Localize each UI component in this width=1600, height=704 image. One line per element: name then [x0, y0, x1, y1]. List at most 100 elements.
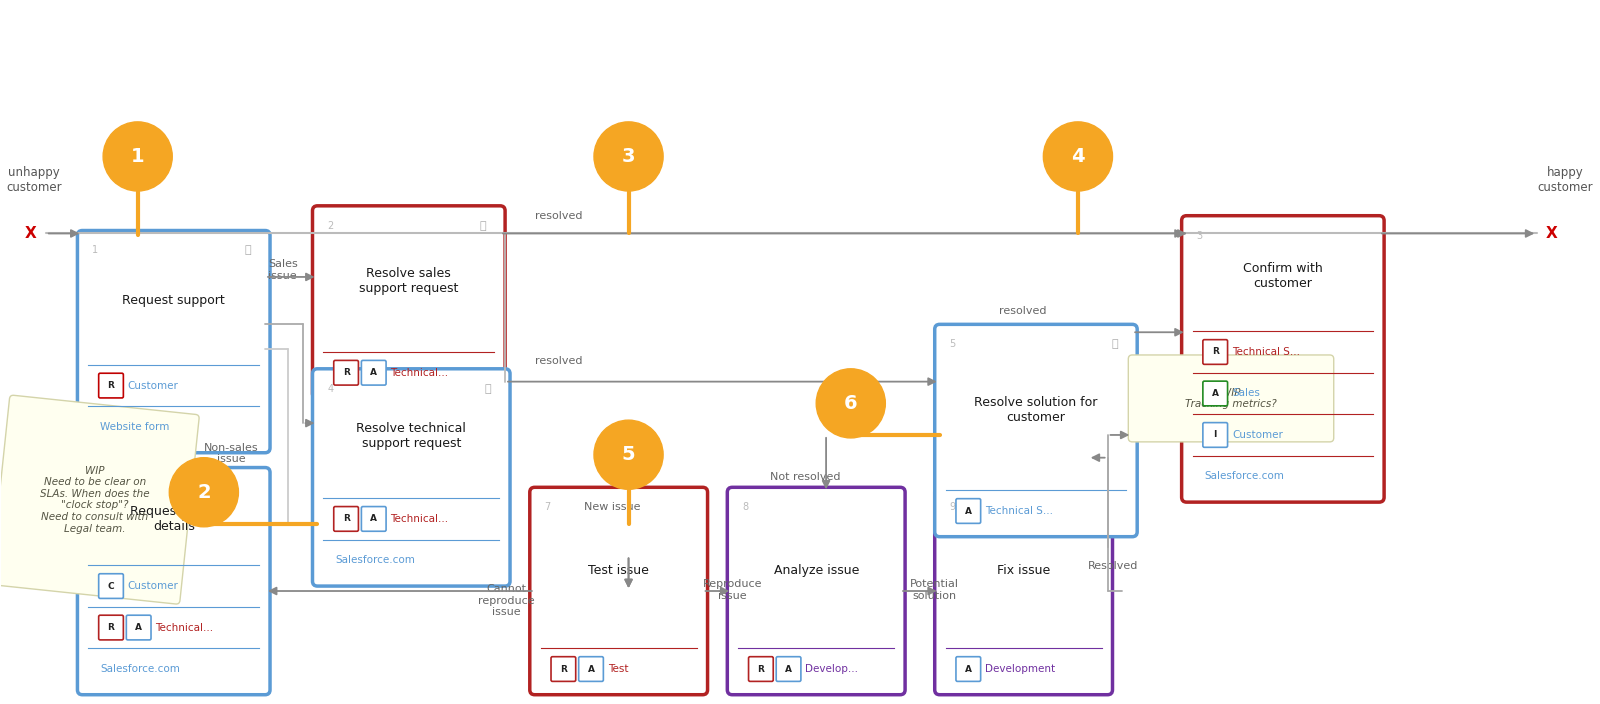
- Text: A: A: [370, 368, 378, 377]
- FancyBboxPatch shape: [1182, 215, 1384, 502]
- FancyBboxPatch shape: [728, 487, 906, 695]
- Text: C: C: [107, 582, 114, 591]
- Circle shape: [594, 420, 662, 489]
- Text: 🖇: 🖇: [485, 384, 491, 394]
- FancyBboxPatch shape: [749, 657, 773, 681]
- Text: Website form: Website form: [101, 422, 170, 432]
- Text: X: X: [1546, 226, 1558, 241]
- Text: A: A: [786, 665, 792, 674]
- Text: Confirm with
customer: Confirm with customer: [1243, 262, 1323, 290]
- FancyBboxPatch shape: [530, 487, 707, 695]
- FancyBboxPatch shape: [99, 574, 123, 598]
- Text: 1: 1: [93, 245, 98, 256]
- FancyBboxPatch shape: [955, 657, 981, 681]
- Text: Customer: Customer: [128, 581, 179, 591]
- Text: A: A: [134, 623, 142, 632]
- Text: Customer: Customer: [128, 381, 179, 391]
- FancyBboxPatch shape: [550, 657, 576, 681]
- Text: Technical S...: Technical S...: [986, 506, 1053, 516]
- FancyBboxPatch shape: [934, 325, 1138, 536]
- Text: I: I: [1213, 430, 1218, 439]
- Text: resolved: resolved: [534, 210, 582, 220]
- Text: Technical...: Technical...: [390, 367, 448, 378]
- Text: Request support: Request support: [122, 294, 226, 307]
- Text: Development: Development: [986, 664, 1056, 674]
- FancyBboxPatch shape: [955, 498, 981, 523]
- Text: 🖇: 🖇: [245, 245, 251, 256]
- Text: 🖇: 🖇: [478, 220, 486, 231]
- Text: 7: 7: [544, 502, 550, 512]
- FancyBboxPatch shape: [362, 360, 386, 385]
- FancyBboxPatch shape: [0, 395, 198, 604]
- Text: 🖇: 🖇: [1110, 339, 1118, 349]
- Text: A: A: [965, 665, 971, 674]
- FancyBboxPatch shape: [1203, 339, 1227, 365]
- Text: Resolved: Resolved: [1088, 561, 1138, 571]
- Text: Technical...: Technical...: [155, 622, 213, 633]
- Text: happy
customer: happy customer: [1538, 166, 1594, 194]
- Text: R: R: [342, 368, 349, 377]
- Text: Resolve technical
support request: Resolve technical support request: [357, 422, 466, 450]
- Text: Cannot
reproduce
issue: Cannot reproduce issue: [478, 584, 534, 617]
- Text: Technical S...: Technical S...: [1232, 347, 1301, 357]
- Text: R: R: [560, 665, 566, 674]
- Circle shape: [594, 122, 662, 191]
- Text: New issue: New issue: [584, 502, 640, 512]
- FancyBboxPatch shape: [579, 657, 603, 681]
- FancyBboxPatch shape: [334, 507, 358, 532]
- Text: Develop...: Develop...: [805, 664, 858, 674]
- Text: Non-sales
issue: Non-sales issue: [203, 443, 258, 465]
- Text: Test: Test: [608, 664, 629, 674]
- Circle shape: [1043, 122, 1112, 191]
- Text: 6: 6: [843, 394, 858, 413]
- Text: resolved: resolved: [998, 306, 1046, 316]
- Text: 2: 2: [328, 220, 333, 231]
- Text: Salesforce.com: Salesforce.com: [1205, 472, 1285, 482]
- Text: Resolve solution for
customer: Resolve solution for customer: [974, 396, 1098, 424]
- Text: 2: 2: [197, 483, 211, 502]
- FancyBboxPatch shape: [312, 369, 510, 586]
- Text: 4: 4: [328, 384, 333, 394]
- Text: Customer: Customer: [1232, 430, 1283, 440]
- Text: Not resolved: Not resolved: [770, 472, 842, 482]
- Text: A: A: [370, 515, 378, 523]
- Text: 3: 3: [622, 147, 635, 166]
- Text: Request more
details: Request more details: [130, 505, 218, 533]
- Text: 8: 8: [742, 502, 749, 512]
- Circle shape: [102, 122, 173, 191]
- FancyBboxPatch shape: [1203, 422, 1227, 447]
- Text: Sales
issue: Sales issue: [267, 259, 298, 281]
- FancyBboxPatch shape: [126, 615, 150, 640]
- Text: Analyze issue: Analyze issue: [773, 564, 859, 577]
- Text: WIP
Tracking metrics?: WIP Tracking metrics?: [1186, 388, 1277, 409]
- Text: A: A: [965, 506, 971, 515]
- Text: 5: 5: [949, 339, 955, 349]
- Text: Salesforce.com: Salesforce.com: [336, 555, 414, 565]
- Text: Sales: Sales: [1232, 389, 1259, 398]
- FancyBboxPatch shape: [934, 487, 1112, 695]
- Text: Technical...: Technical...: [390, 514, 448, 524]
- Text: Test issue: Test issue: [589, 564, 650, 577]
- FancyBboxPatch shape: [77, 230, 270, 453]
- FancyBboxPatch shape: [1203, 381, 1227, 406]
- Text: WIP
Need to be clear on
SLAs. When does the
"clock stop"?
Need to consult with
L: WIP Need to be clear on SLAs. When does …: [40, 465, 149, 534]
- Circle shape: [816, 369, 885, 438]
- Text: X: X: [26, 226, 37, 241]
- Text: 1: 1: [131, 147, 144, 166]
- Text: 5: 5: [622, 445, 635, 464]
- Text: unhappy
customer: unhappy customer: [6, 166, 62, 194]
- Text: 3: 3: [1197, 230, 1203, 241]
- Circle shape: [170, 458, 238, 527]
- Text: R: R: [107, 381, 115, 390]
- FancyBboxPatch shape: [1128, 355, 1334, 442]
- FancyBboxPatch shape: [312, 206, 506, 398]
- FancyBboxPatch shape: [334, 360, 358, 385]
- Text: Resolve sales
support request: Resolve sales support request: [358, 268, 459, 296]
- Text: Reproduce
issue: Reproduce issue: [702, 579, 762, 601]
- FancyBboxPatch shape: [99, 615, 123, 640]
- Text: R: R: [342, 515, 349, 523]
- Text: A: A: [1211, 389, 1219, 398]
- Text: 4: 4: [1070, 147, 1085, 166]
- Text: 9: 9: [949, 502, 955, 512]
- Text: R: R: [757, 665, 765, 674]
